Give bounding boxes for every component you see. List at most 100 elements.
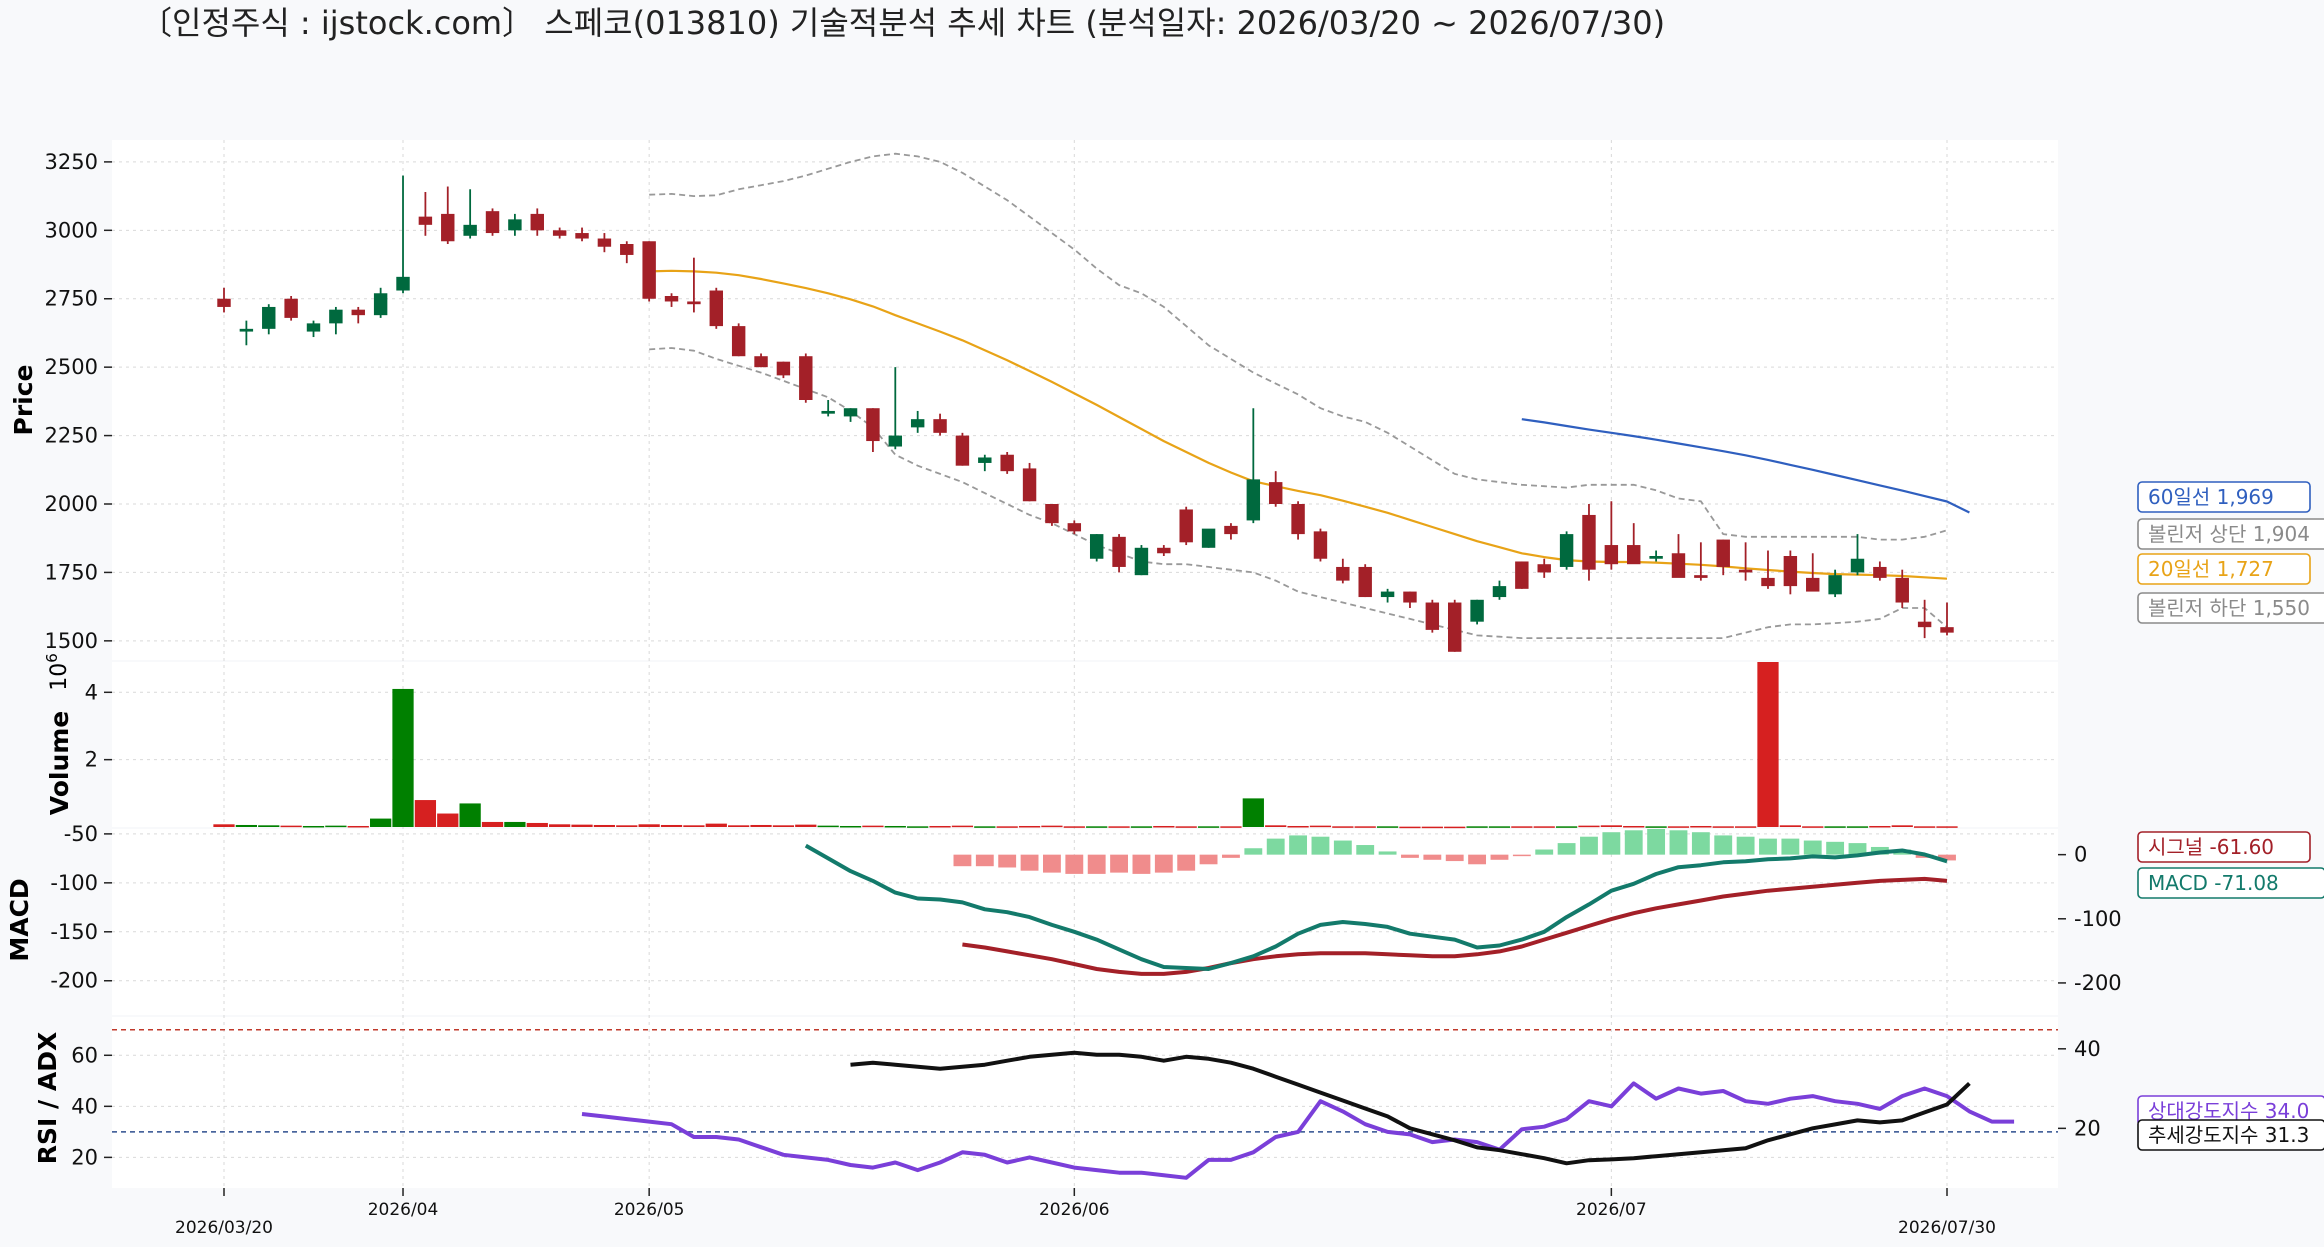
macd-histogram-bar (1624, 830, 1643, 855)
volume-panel: Volume 106 24 (43, 653, 1958, 829)
candle-body (843, 408, 858, 417)
volume-bar (1265, 825, 1287, 827)
candle-body (575, 233, 589, 239)
volume-bar (1063, 826, 1085, 828)
adx-badge: 추세강도지수 31.3 (2148, 1123, 2309, 1147)
candle-body (1649, 556, 1663, 559)
candle-body (1604, 545, 1619, 565)
candle-body (687, 301, 701, 305)
adx-right-tick-label: 20 (2074, 1116, 2101, 1140)
macd-histogram-bar (1222, 854, 1240, 858)
volume-bar (302, 825, 325, 828)
candle-body (1201, 528, 1216, 548)
x-tick-label: 2026/04 (368, 1200, 439, 1220)
macd-histogram-bar (1848, 843, 1867, 855)
macd-lines (804, 843, 1948, 976)
signal-line (962, 876, 1948, 976)
candle-body (1895, 577, 1909, 603)
volume-bar (325, 825, 347, 828)
rsi-badge: 상대강도지수 34.0 (2148, 1099, 2309, 1123)
candle-body (1627, 545, 1641, 565)
volume-bar (1533, 826, 1555, 828)
macd-histogram-bar (1647, 829, 1666, 855)
volume-bar (459, 803, 481, 827)
value-badges: 60일선 1,969 볼린저 상단 1,904 20일선 1,727 볼린저 하단 1… (2137, 481, 2324, 1151)
candle-body (910, 419, 925, 428)
macd-histogram-bar (1580, 836, 1598, 855)
volume-bar (1018, 825, 1041, 828)
candle-body (1157, 547, 1171, 554)
candle-body (1940, 627, 1954, 633)
candle-body (709, 290, 723, 327)
candle-body (1000, 454, 1014, 472)
rsi-bg (112, 1017, 2058, 1188)
macd-histogram-bar (1087, 854, 1106, 874)
rsi-tick-label: 60 (71, 1043, 98, 1067)
candle-body (1671, 553, 1686, 578)
volume-bar (1869, 825, 1891, 828)
price-ticks: 1500 1750 2000 2250 2500 2750 3000 3250 (45, 150, 112, 653)
price-tick-label: 2250 (45, 424, 98, 448)
macd-badge-box (2137, 867, 2324, 899)
macd-histogram-bar (1535, 849, 1554, 855)
volume-bar (817, 825, 839, 828)
candle-body (1045, 504, 1059, 524)
ma20-badge: 20일선 1,727 (2148, 557, 2274, 581)
candle-body (485, 211, 500, 234)
volume-bar (437, 813, 459, 827)
volume-bar (1645, 826, 1667, 828)
x-tick-label: 2026/06 (1039, 1200, 1110, 1220)
macd-histogram-bar (1333, 840, 1352, 855)
candle-body (1022, 468, 1037, 502)
histogram-right-tick-label: -100 (2074, 907, 2122, 931)
volume-bar (1802, 826, 1824, 828)
volume-bar (1041, 825, 1063, 828)
macd-histogram-bar (1468, 854, 1487, 865)
x-tick-label: 2026/07 (1576, 1200, 1647, 1220)
candle-body (1067, 523, 1082, 532)
volume-bar (1175, 826, 1197, 828)
candle-body (1425, 602, 1440, 630)
volume-bar (728, 825, 750, 827)
price-tick-label: 3000 (45, 218, 98, 242)
moving-averages (649, 269, 1970, 580)
volume-bar (1623, 825, 1645, 828)
candle-body (284, 298, 298, 318)
macd-histogram-bar (1356, 845, 1375, 855)
macd-histogram-bar (1714, 835, 1733, 855)
candle-body (597, 238, 612, 247)
macd-histogram-bar (1826, 841, 1845, 855)
candle-body (1761, 577, 1775, 587)
x-tick-label: 2026/05 (614, 1200, 685, 1220)
macd-histogram-bar (1020, 854, 1039, 871)
bollinger-lower-badge-box (2137, 592, 2324, 624)
volume-bar (1578, 825, 1600, 828)
candle-body (1448, 602, 1462, 652)
histogram-right-tick-label: 0 (2074, 843, 2087, 867)
volume-bar (1220, 826, 1242, 828)
ma20-line (649, 269, 1948, 580)
volume-bar (1421, 826, 1443, 829)
volume-bar (1936, 826, 1958, 828)
volume-bar (1242, 798, 1264, 827)
macd-histogram-bar (975, 854, 994, 867)
candle-body (396, 276, 410, 291)
volume-tick-label: 4 (85, 680, 98, 704)
candle-body (1179, 509, 1193, 543)
rsi-ticks: 20 40 60 20 40 (71, 1037, 2100, 1170)
volume-bar (481, 821, 504, 827)
macd-histogram-bar (1490, 854, 1509, 860)
rsi-axis-label: RSI / ADX (33, 1032, 62, 1164)
macd-histogram-bar (998, 854, 1017, 868)
volume-bar (1399, 826, 1421, 829)
price-tick-label: 1500 (45, 629, 98, 653)
volume-bar (1734, 826, 1757, 828)
macd-histogram-bar (1512, 854, 1531, 857)
volume-bar (1197, 826, 1220, 828)
candle-body (239, 328, 254, 332)
volume-bar (1354, 826, 1376, 828)
volume-bar (1667, 826, 1690, 828)
macd-axis-label: MACD (5, 878, 34, 961)
volume-bar (414, 800, 437, 827)
